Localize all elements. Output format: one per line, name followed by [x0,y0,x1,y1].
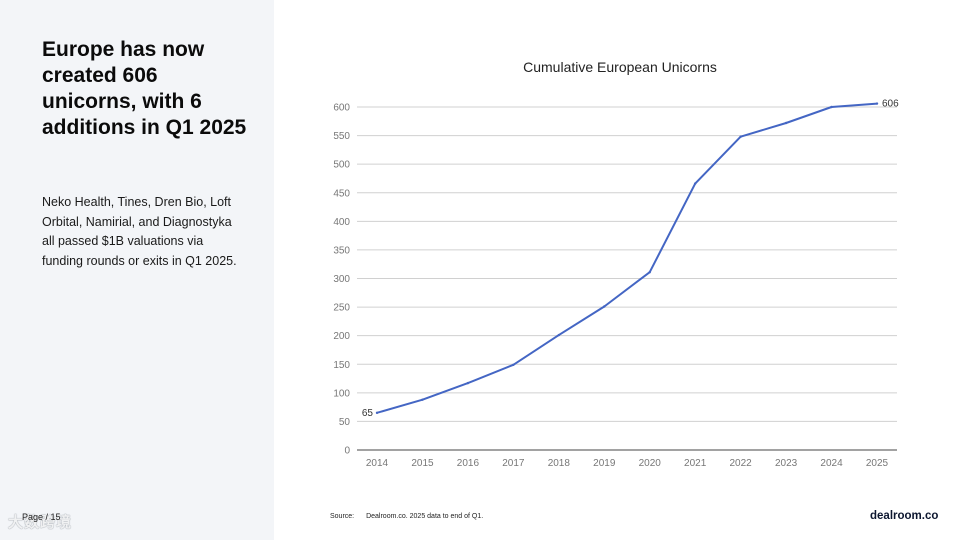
data-point-2024 [830,105,833,109]
x-tick-label-2015: 2015 [411,458,434,469]
grid-layer [357,106,897,451]
label-layer: 65 606 [362,99,899,419]
source-text: Dealroom.co. 2025 data to end of Q1. [366,513,484,520]
y-tick-label-550: 550 [333,131,350,142]
source-label: Source: [330,513,355,520]
x-tick-label-2016: 2016 [457,458,480,469]
x-tick-label-2014: 2014 [366,458,389,469]
data-point-2021 [693,182,697,185]
y-tick-label-100: 100 [333,388,350,399]
y-tick-label-450: 450 [333,188,350,199]
chart-title: Cumulative European Unicorns [523,59,717,75]
x-tick-label-2025: 2025 [866,458,889,469]
x-tick-label-2024: 2024 [820,458,843,469]
y-tick-label-500: 500 [333,160,350,171]
y-tick-label-300: 300 [333,274,350,285]
x-tick-label-2019: 2019 [593,458,616,469]
x-tick-label-2018: 2018 [548,458,571,469]
data-point-2019 [603,305,606,308]
x-tick-label-2020: 2020 [639,458,662,469]
dealroom-logo: dealroom.co [870,510,939,522]
y-tick-label-0: 0 [344,446,350,457]
x-tick-label-2021: 2021 [684,458,707,469]
left-panel: Europe has now created 606 unicorns, wit… [0,0,274,540]
data-point-2023 [784,121,788,125]
data-point-2014 [375,411,379,415]
y-tick-label-50: 50 [339,417,351,428]
data-point-2022 [739,135,742,138]
data-point-2018 [557,333,561,337]
body-text: Neko Health, Tines, Dren Bio, Loft Orbit… [42,195,237,268]
y-tick-label-150: 150 [333,360,350,371]
watermark: 大数跨境 [8,514,73,531]
axis-layer: 0 50 100 150 200 250 300 350 400 450 500 550 600 2014… [333,103,888,470]
series-layer [375,102,879,415]
y-tick-label-350: 350 [333,245,350,256]
headline: Europe has now created 606 unicorns, wit… [42,38,247,139]
y-tick-label-400: 400 [333,217,350,228]
y-tick-label-200: 200 [333,331,350,342]
y-tick-label-250: 250 [333,303,350,314]
page-number: Page / 15 [22,512,61,522]
data-point-2015 [421,398,424,401]
y-tick-label-600: 600 [333,103,350,114]
x-tick-label-2023: 2023 [775,458,798,469]
x-tick-label-2022: 2022 [730,458,753,469]
data-point-2017 [512,363,515,367]
data-point-2020 [648,271,651,274]
data-label-2025: 606 [882,99,899,110]
series-line-0 [376,102,878,414]
data-point-2016 [466,381,470,385]
unicorn-line-chart: Cumulative European Unicorns 0 50 100 150 20… [333,59,899,470]
data-label-2014: 65 [362,408,374,419]
x-tick-label-2017: 2017 [502,458,525,469]
source-line: Source: Dealroom.co. 2025 data to end of… [330,513,483,520]
data-point-2025 [875,102,879,105]
